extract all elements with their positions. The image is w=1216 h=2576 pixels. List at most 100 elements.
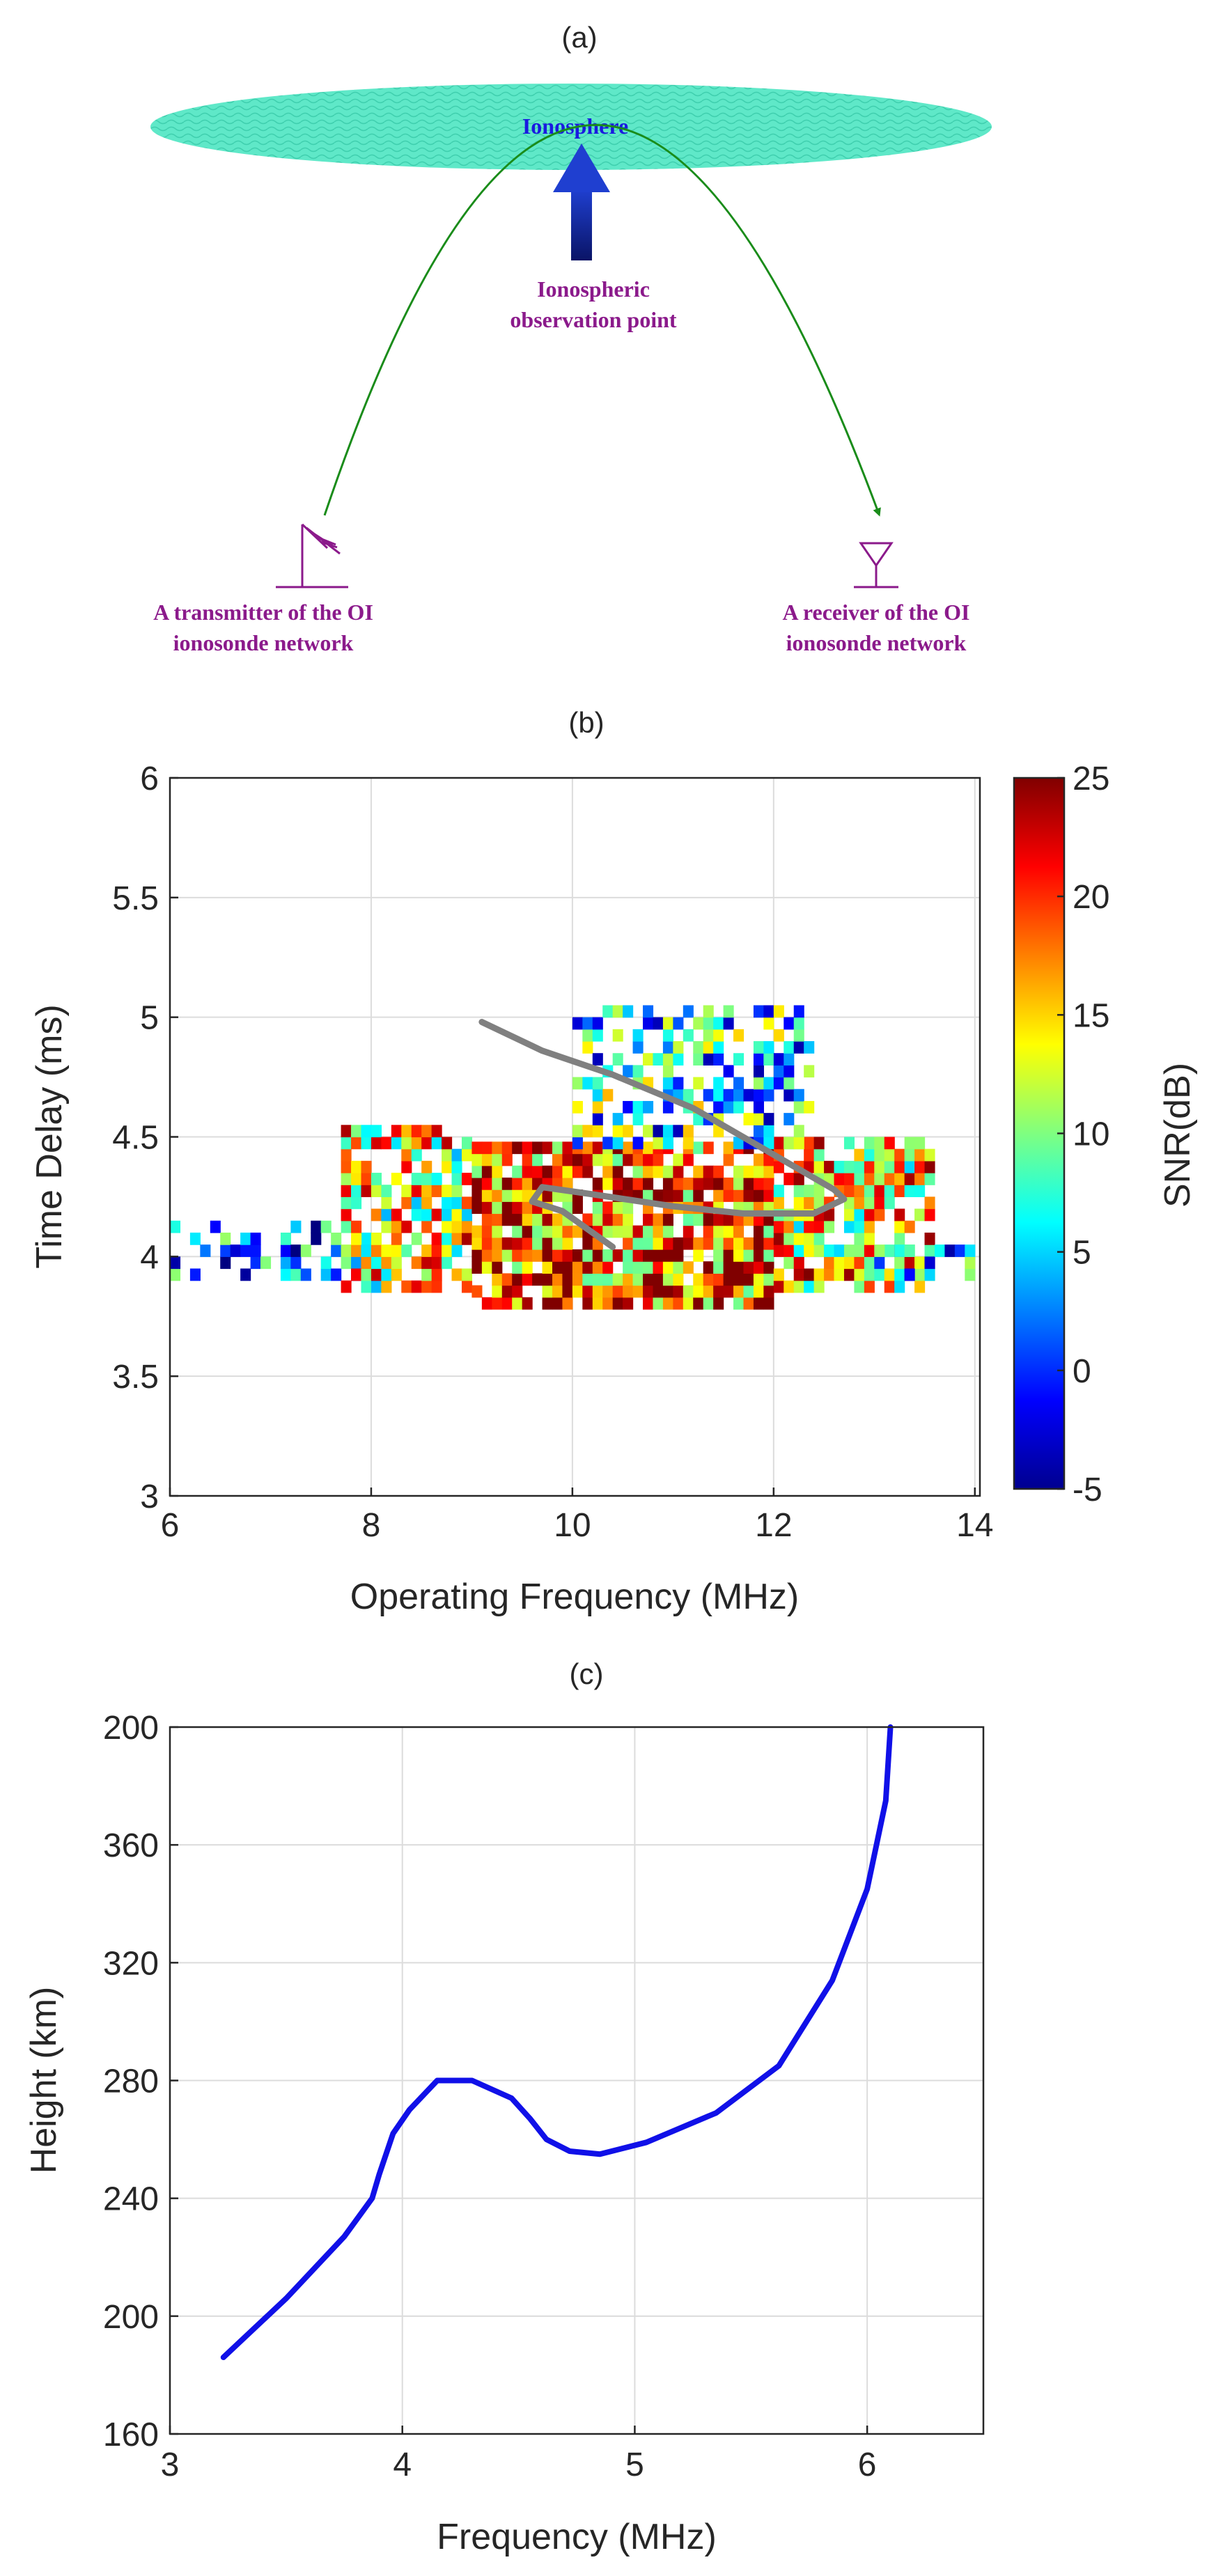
- heatmap-cell: [894, 1280, 905, 1293]
- heatmap-cell: [673, 1261, 684, 1274]
- heatmap-cell: [723, 1141, 734, 1155]
- heatmap-cell: [623, 1273, 634, 1286]
- heatmap-cell: [884, 1185, 895, 1198]
- heatmap-cell: [451, 1268, 462, 1281]
- heatmap-cell: [341, 1137, 352, 1150]
- heatmap-cell: [501, 1237, 513, 1250]
- heatmap-cell: [632, 1137, 644, 1150]
- heatmap-cell: [703, 1017, 714, 1030]
- heatmap-cell: [784, 1065, 795, 1078]
- heatmap-cell: [341, 1160, 352, 1173]
- heatmap-cell: [431, 1125, 442, 1138]
- heatmap-cell: [602, 1261, 614, 1274]
- heatmap-cell: [532, 1225, 543, 1238]
- heatmap-cell: [713, 1100, 724, 1114]
- heatmap-cell: [371, 1280, 382, 1293]
- profile-series-line: [220, 1724, 894, 2361]
- heatmap-cell: [854, 1220, 865, 1233]
- heatmap-cell: [492, 1237, 503, 1250]
- heatmap-cell: [331, 1232, 342, 1245]
- heatmap-cell: [623, 1153, 634, 1166]
- heatmap-cell: [632, 1273, 644, 1286]
- heatmap-cell: [864, 1185, 875, 1198]
- transmitter-antenna-icon: [276, 523, 348, 588]
- heatmap-cell: [784, 1137, 795, 1150]
- heatmap-cell: [904, 1256, 915, 1270]
- heatmap-cell: [793, 1185, 804, 1198]
- heatmap-cell: [391, 1125, 402, 1138]
- heatmap-cell: [965, 1256, 976, 1270]
- heatmap-cell: [813, 1280, 825, 1293]
- heatmap-cell: [834, 1268, 845, 1281]
- heatmap-cell: [713, 1273, 724, 1286]
- heatmap-cell: [572, 1201, 583, 1215]
- heatmap-cell: [673, 1077, 684, 1090]
- heatmap-cell: [673, 1273, 684, 1286]
- heatmap-cell: [240, 1232, 251, 1245]
- heatmap-cell: [924, 1268, 935, 1281]
- heatmap-cell: [623, 1285, 634, 1298]
- heatmap-cell: [793, 1029, 804, 1042]
- heatmap-cell: [723, 1285, 734, 1298]
- heatmap-cell: [662, 1273, 673, 1286]
- heatmap-cell: [632, 1165, 644, 1178]
- heatmap-cell: [683, 1125, 694, 1138]
- heatmap-cell: [582, 1141, 593, 1155]
- heatmap-cell: [713, 1213, 724, 1226]
- heatmap-cell: [351, 1232, 362, 1245]
- heatmap-cell: [431, 1280, 442, 1293]
- heatmap-y-tick-label: 5: [140, 1000, 159, 1037]
- heatmap-cell: [904, 1185, 915, 1198]
- heatmap-cell: [784, 1220, 795, 1233]
- heatmap-cell: [683, 1225, 694, 1238]
- heatmap-cell: [371, 1137, 382, 1150]
- heatmap-cell: [673, 1017, 684, 1030]
- heatmap-cell: [703, 1053, 714, 1065]
- heatmap-cell: [643, 1005, 654, 1018]
- heatmap-cell: [361, 1160, 372, 1173]
- heatmap-cell: [300, 1244, 311, 1257]
- heatmap-cell: [582, 1165, 593, 1178]
- heatmap-cell: [854, 1148, 865, 1162]
- heatmap-y-tick-label: 3.5: [112, 1359, 159, 1396]
- heatmap-cell: [713, 1177, 724, 1190]
- heatmap-cell: [864, 1268, 875, 1281]
- heatmap-cell: [532, 1153, 543, 1166]
- heatmap-cell: [572, 1261, 583, 1274]
- heatmap-cell: [381, 1196, 392, 1210]
- heatmap-cell: [552, 1225, 563, 1238]
- heatmap-cell: [793, 1256, 804, 1270]
- heatmap-cell: [703, 1177, 714, 1190]
- heatmap-cell: [320, 1220, 332, 1233]
- heatmap-cell: [643, 1053, 654, 1065]
- heatmap-cell: [442, 1148, 453, 1162]
- heatmap-cell: [552, 1141, 563, 1155]
- heatmap-cell: [481, 1165, 492, 1178]
- heatmap-cell: [351, 1220, 362, 1233]
- heatmap-cell: [341, 1185, 352, 1198]
- heatmap-cell: [512, 1261, 523, 1274]
- heatmap-cell: [884, 1196, 895, 1210]
- heatmap-cell: [683, 1137, 694, 1150]
- heatmap-cell: [763, 1225, 774, 1238]
- heatmap-cell: [632, 1113, 644, 1125]
- heatmap-cell: [662, 1125, 673, 1138]
- heatmap-cell: [713, 1225, 724, 1238]
- panel-c-label: (c): [570, 1657, 604, 1690]
- heatmap-cell: [632, 1100, 644, 1114]
- heatmap-cell: [673, 1153, 684, 1166]
- heatmap-cell: [874, 1160, 885, 1173]
- heatmap-cell: [421, 1160, 432, 1173]
- heatmap-cell: [773, 1220, 784, 1233]
- heatmap-cell: [653, 1165, 664, 1178]
- heatmap-cell: [431, 1244, 442, 1257]
- heatmap-cell: [763, 1249, 774, 1262]
- heatmap-cell: [924, 1232, 935, 1245]
- heatmap-cell: [572, 1077, 583, 1090]
- heatmap-cell: [391, 1137, 402, 1150]
- heatmap-cell: [773, 1280, 784, 1293]
- heatmap-cell: [733, 1177, 745, 1190]
- heatmap-cell: [280, 1268, 291, 1281]
- heatmap-x-tick-label: 12: [755, 1507, 792, 1544]
- heatmap-cell: [733, 1225, 745, 1238]
